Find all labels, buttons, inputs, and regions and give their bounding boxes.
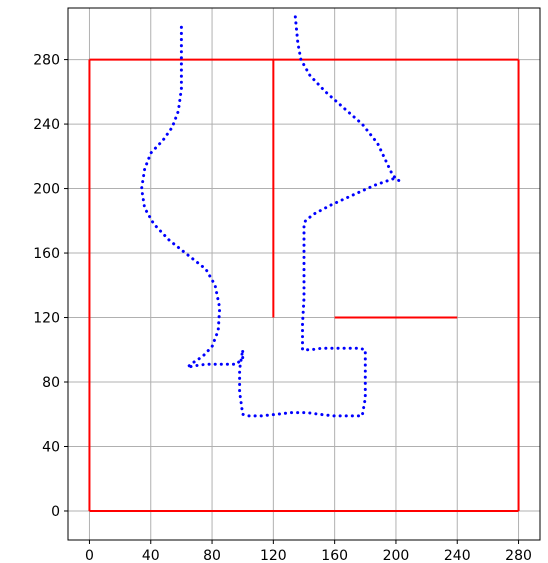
grid-lines — [68, 8, 540, 540]
y-tick-label: 40 — [42, 439, 60, 455]
x-tick-label: 120 — [260, 548, 287, 563]
y-tick-label: 80 — [42, 375, 60, 391]
path-line — [140, 9, 401, 418]
x-tick-label: 160 — [321, 548, 348, 563]
axes-frame — [67, 7, 541, 541]
y-tick-label: 280 — [33, 53, 60, 69]
x-tick-label: 40 — [142, 548, 160, 563]
x-tick-label: 280 — [505, 548, 532, 563]
x-tick-label: 80 — [203, 548, 221, 563]
y-tick-label: 160 — [33, 246, 60, 262]
y-tick-label: 120 — [33, 311, 60, 327]
axis-ticks: 0 40 80 120 160 200 240 280 0 40 80 120 160 200 240 280 — [33, 53, 532, 563]
y-tick-label: 200 — [33, 182, 60, 198]
x-tick-label: 0 — [85, 548, 94, 563]
y-tick-label: 0 — [51, 504, 60, 520]
dotted-path — [140, 9, 401, 418]
wall-lines — [88, 58, 520, 512]
x-tick-label: 200 — [383, 548, 410, 563]
y-tick-label: 240 — [33, 117, 60, 133]
x-tick-label: 240 — [444, 548, 471, 563]
